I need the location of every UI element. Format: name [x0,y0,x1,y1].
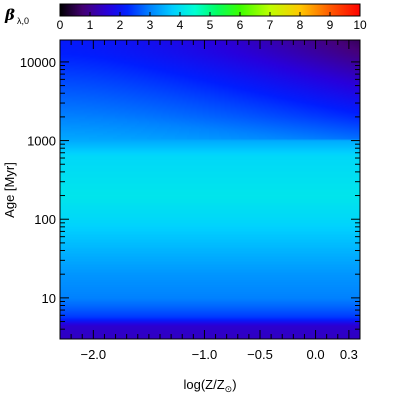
colorbar-tick-label: 4 [177,18,184,32]
y-axis-ticks: 10 100 1000 10000 [20,55,360,340]
plot-frame [59,39,361,340]
x-tick-label: 0.0 [307,347,325,362]
heatmap [60,40,360,339]
colorbar-tick-label: 10 [353,18,367,32]
y-axis-title: Age [Myr] [2,162,17,218]
x-tick-label: −2.0 [80,347,106,362]
colorbar-label: β [4,6,15,24]
colorbar-tick-label: 8 [297,18,304,32]
x-tick-label: −0.5 [247,347,273,362]
plot-area: 10 100 1000 10000 −2.0 −1.0 −0.5 0.0 0.3 [20,39,361,362]
colorbar-tick-label: 3 [147,18,154,32]
x-axis-ticks: −2.0 −1.0 −0.5 0.0 0.3 [59,40,361,362]
x-axis-title-sub: ⊙ [225,384,233,394]
colorbar-label-subscript: λ,0 [17,16,29,26]
colorbar-tick-label: 2 [117,18,124,32]
x-axis-title: log(Z/Z⊙) [183,377,236,394]
colorbar: 0 1 2 3 4 5 6 7 8 9 10 [57,3,367,32]
colorbar-tick-label: 7 [267,18,274,32]
colorbar-tick-label: 0 [57,18,64,32]
svg-text:Age [Myr]: Age [Myr] [2,162,17,218]
x-axis-title-main: log(Z/Z [183,377,224,392]
y-axis-title-main: Age [2,191,17,218]
colorbar-tick-label: 1 [87,18,94,32]
colorbar-tick-label: 6 [237,18,244,32]
y-tick-label: 10000 [20,55,56,70]
y-tick-label: 100 [34,212,56,227]
y-tick-label: 1000 [27,134,56,149]
y-axis-title-unit: [Myr] [2,162,17,191]
x-tick-label: 0.3 [340,347,358,362]
y-tick-label: 10 [42,291,56,306]
colorbar-tick-label: 5 [207,18,214,32]
colorbar-tick-label: 9 [327,18,334,32]
x-tick-label: −1.0 [192,347,218,362]
x-axis-title-close: ) [232,377,236,392]
colorbar-ticks: 0 1 2 3 4 5 6 7 8 9 10 [57,12,367,32]
